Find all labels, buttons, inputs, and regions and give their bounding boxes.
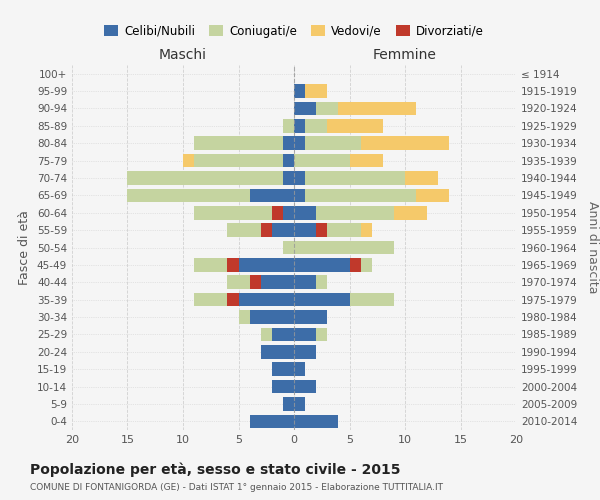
Bar <box>194 136 283 150</box>
Text: Femmine: Femmine <box>373 48 437 62</box>
Bar <box>227 276 260 289</box>
Bar <box>305 84 328 98</box>
Bar <box>349 258 361 272</box>
Bar <box>349 293 394 306</box>
Text: COMUNE DI FONTANIGORDA (GE) - Dati ISTAT 1° gennaio 2015 - Elaborazione TUTTITAL: COMUNE DI FONTANIGORDA (GE) - Dati ISTAT… <box>30 482 443 492</box>
Bar <box>272 328 294 341</box>
Bar <box>294 102 316 115</box>
Bar <box>272 224 294 237</box>
Bar <box>316 328 328 341</box>
Bar <box>250 310 294 324</box>
Bar <box>283 206 294 220</box>
Bar <box>294 154 349 168</box>
Bar <box>227 224 272 237</box>
Bar <box>316 102 338 115</box>
Bar <box>294 240 394 254</box>
Bar <box>283 240 294 254</box>
Bar <box>305 188 416 202</box>
Y-axis label: Anni di nascita: Anni di nascita <box>586 201 599 294</box>
Text: Maschi: Maschi <box>159 48 207 62</box>
Bar <box>294 224 316 237</box>
Bar <box>349 154 383 168</box>
Bar <box>349 258 372 272</box>
Bar <box>294 84 305 98</box>
Text: Popolazione per età, sesso e stato civile - 2015: Popolazione per età, sesso e stato civil… <box>30 462 401 477</box>
Bar <box>260 328 272 341</box>
Bar <box>316 224 361 237</box>
Bar <box>338 102 416 115</box>
Bar <box>294 362 305 376</box>
Bar <box>283 119 294 132</box>
Bar <box>405 171 438 185</box>
Bar <box>316 206 394 220</box>
Bar <box>394 206 427 220</box>
Bar <box>328 119 383 132</box>
Bar <box>127 188 250 202</box>
Bar <box>294 293 349 306</box>
Bar <box>283 136 294 150</box>
Bar <box>294 171 305 185</box>
Bar <box>294 345 316 358</box>
Bar <box>127 171 283 185</box>
Bar <box>272 380 294 394</box>
Bar <box>294 119 305 132</box>
Bar <box>239 293 294 306</box>
Legend: Celibi/Nubili, Coniugati/e, Vedovi/e, Divorziati/e: Celibi/Nubili, Coniugati/e, Vedovi/e, Di… <box>99 20 489 42</box>
Bar <box>294 328 316 341</box>
Bar <box>272 206 283 220</box>
Bar <box>361 136 449 150</box>
Bar <box>239 310 250 324</box>
Bar <box>294 258 349 272</box>
Bar <box>260 224 272 237</box>
Bar <box>294 310 328 324</box>
Bar <box>250 188 294 202</box>
Bar <box>272 362 294 376</box>
Bar <box>194 206 283 220</box>
Bar <box>294 414 338 428</box>
Bar <box>294 397 305 410</box>
Bar <box>294 136 305 150</box>
Bar <box>305 119 328 132</box>
Bar <box>416 188 449 202</box>
Bar <box>227 258 239 272</box>
Bar <box>361 224 372 237</box>
Bar <box>283 154 294 168</box>
Bar <box>305 136 361 150</box>
Bar <box>294 188 305 202</box>
Bar <box>194 154 283 168</box>
Bar <box>194 293 239 306</box>
Bar <box>260 345 294 358</box>
Bar <box>239 258 294 272</box>
Bar <box>316 276 328 289</box>
Y-axis label: Fasce di età: Fasce di età <box>19 210 31 285</box>
Bar <box>227 293 239 306</box>
Bar <box>305 171 405 185</box>
Bar <box>260 276 294 289</box>
Bar <box>294 276 316 289</box>
Bar <box>283 171 294 185</box>
Bar <box>194 258 239 272</box>
Bar <box>294 206 316 220</box>
Bar <box>250 414 294 428</box>
Bar <box>294 380 316 394</box>
Bar <box>283 397 294 410</box>
Bar <box>316 224 328 237</box>
Bar <box>250 276 260 289</box>
Bar <box>183 154 194 168</box>
